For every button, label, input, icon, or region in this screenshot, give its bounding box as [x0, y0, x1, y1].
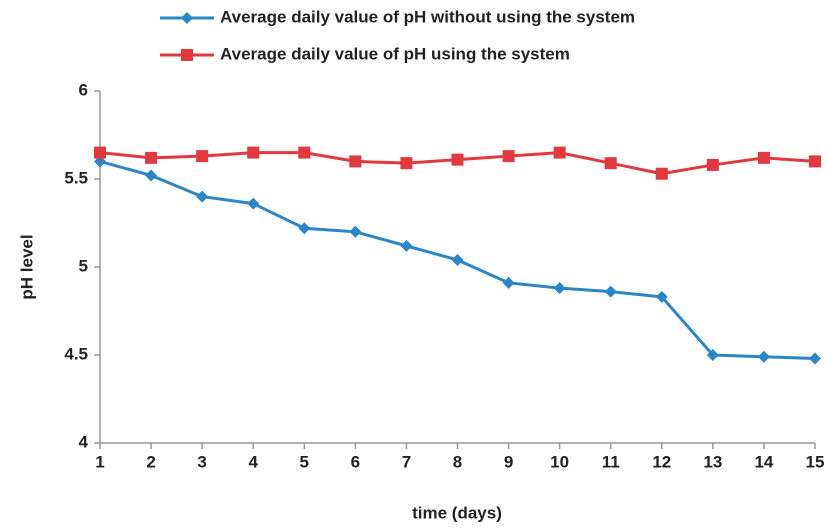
x-tick-label: 11	[602, 452, 620, 471]
marker	[655, 290, 668, 303]
marker	[181, 12, 193, 24]
marker	[247, 146, 260, 159]
marker	[451, 153, 464, 166]
marker	[655, 167, 668, 180]
y-tick-label: 6	[79, 80, 88, 99]
marker	[196, 190, 209, 203]
marker	[553, 146, 566, 159]
marker	[298, 146, 311, 159]
marker	[553, 282, 566, 295]
y-tick-label: 4	[79, 432, 89, 451]
marker	[181, 49, 193, 61]
x-tick-label: 2	[146, 452, 155, 471]
x-tick-label: 8	[453, 452, 462, 471]
x-tick-label: 6	[351, 452, 360, 471]
marker	[349, 155, 362, 168]
marker	[247, 197, 260, 210]
y-tick-label: 5	[79, 256, 88, 275]
y-axis-label: pH level	[17, 234, 36, 299]
marker	[145, 169, 158, 182]
marker	[706, 349, 719, 361]
marker	[400, 239, 413, 252]
marker	[706, 158, 719, 171]
x-tick-label: 15	[806, 452, 825, 471]
marker	[809, 352, 821, 365]
marker	[757, 350, 770, 363]
marker	[400, 157, 413, 170]
x-tick-label: 9	[504, 452, 513, 471]
x-tick-label: 3	[197, 452, 206, 471]
y-tick-label: 4.5	[64, 344, 88, 363]
x-tick-label: 5	[300, 452, 309, 471]
marker	[349, 225, 362, 238]
legend-label: Average daily value of pH using the syst…	[220, 44, 570, 63]
x-tick-label: 14	[754, 452, 773, 471]
marker	[502, 276, 515, 289]
marker	[502, 150, 515, 163]
marker	[757, 151, 770, 164]
marker	[604, 285, 617, 298]
x-tick-label: 10	[550, 452, 569, 471]
x-tick-label: 4	[248, 452, 258, 471]
x-tick-label: 1	[95, 452, 104, 471]
marker	[196, 150, 209, 163]
marker	[145, 151, 158, 164]
marker	[94, 146, 106, 159]
y-tick-label: 5.5	[64, 168, 88, 187]
x-tick-label: 7	[402, 452, 411, 471]
marker	[298, 222, 311, 235]
x-tick-label: 12	[652, 452, 671, 471]
x-tick-label: 13	[703, 452, 722, 471]
legend-label: Average daily value of pH without using …	[220, 7, 635, 26]
marker	[451, 253, 464, 266]
marker	[809, 155, 821, 168]
marker	[604, 157, 617, 170]
x-axis-label: time (days)	[412, 503, 502, 522]
